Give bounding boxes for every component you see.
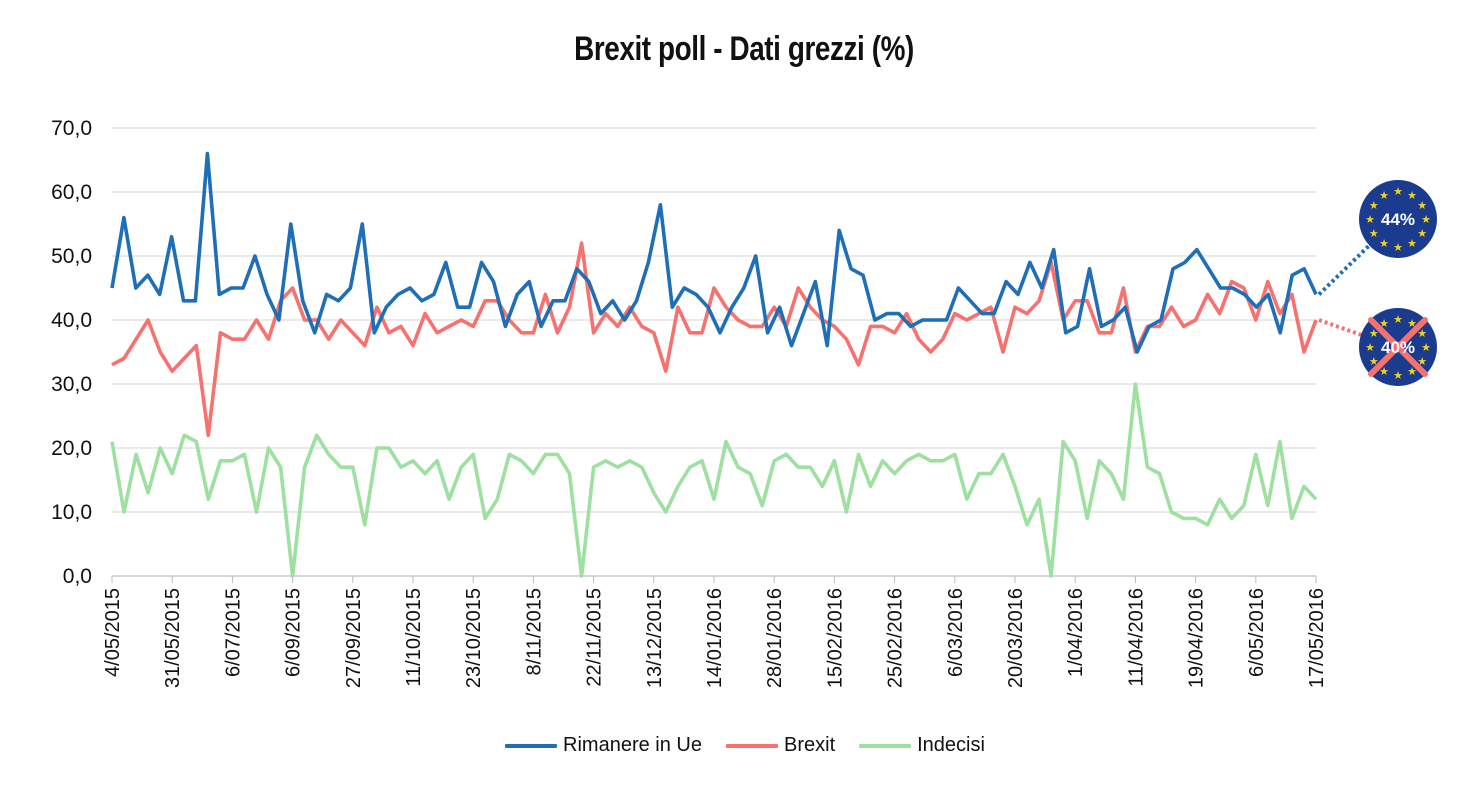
legend-label: Brexit <box>784 734 836 756</box>
x-tick-label: 27/09/2015 <box>343 588 365 688</box>
legend-label: Indecisi <box>917 734 985 756</box>
y-tick-label: 70,0 <box>51 117 92 140</box>
series-line-indecisi <box>110 382 1318 578</box>
y-tick-label: 40,0 <box>51 309 92 332</box>
badge-label: 44% <box>1381 210 1415 229</box>
y-tick-label: 10,0 <box>51 501 92 524</box>
star-icon: ★ <box>1417 227 1427 240</box>
x-tick-label: 15/02/2016 <box>824 588 846 688</box>
legend-item: Rimanere in Ue <box>505 734 702 757</box>
star-icon: ★ <box>1407 365 1417 378</box>
x-tick-label: 6/07/2015 <box>222 588 244 677</box>
x-tick-label: 20/03/2016 <box>1005 588 1027 688</box>
star-icon: ★ <box>1407 317 1417 330</box>
x-tick-label: 14/01/2016 <box>704 588 726 688</box>
star-icon: ★ <box>1379 365 1389 378</box>
legend-label: Rimanere in Ue <box>563 734 702 756</box>
x-tick-label: 4/05/2015 <box>102 588 124 677</box>
x-tick-label: 11/04/2016 <box>1125 588 1147 687</box>
star-icon: ★ <box>1421 341 1431 354</box>
star-icon: ★ <box>1417 327 1427 340</box>
x-tick-label: 11/10/2015 <box>403 588 425 687</box>
x-tick-label: 1/04/2016 <box>1065 588 1087 677</box>
x-tick-label: 6/09/2015 <box>283 588 305 677</box>
star-icon: ★ <box>1393 241 1403 254</box>
y-tick-label: 30,0 <box>51 373 92 396</box>
star-icon: ★ <box>1407 237 1417 250</box>
x-tick-label: 23/10/2015 <box>463 588 485 688</box>
x-tick-label: 13/12/2015 <box>644 588 666 688</box>
x-tick-label: 6/03/2016 <box>945 588 967 677</box>
eu-flag-crossed-icon: ★★★★★★★★★ ★ ★★40% <box>1359 308 1437 386</box>
x-tick-label: 6/05/2016 <box>1246 588 1268 677</box>
series-line-rimanere-in-ue <box>110 151 1318 354</box>
cross-stroke <box>1368 317 1428 377</box>
star-icon: ★ <box>1393 369 1403 382</box>
star-icon: ★ <box>1393 313 1403 326</box>
y-tick-label: 60,0 <box>51 181 92 204</box>
legend-item: Brexit <box>726 734 835 757</box>
star-icon: ★ <box>1369 227 1379 240</box>
star-icon: ★ <box>1417 355 1427 368</box>
annotation-connector <box>1317 243 1372 296</box>
star-icon: ★ <box>1369 199 1379 212</box>
star-icon: ★ <box>1365 213 1375 226</box>
series-lines <box>110 151 1318 578</box>
x-tick-label: 25/02/2016 <box>885 588 907 688</box>
badge-circle <box>1359 180 1437 258</box>
star-icon: ★ <box>1369 355 1379 368</box>
x-tick-label: 31/05/2015 <box>162 588 184 688</box>
legend-swatch <box>859 743 912 748</box>
star-icon: ★ <box>1369 327 1379 340</box>
star-icon: ★ <box>1421 213 1431 226</box>
star-icon: ★ <box>1417 199 1427 212</box>
annotation-connector <box>1318 318 1363 338</box>
star-icon: ★ <box>1407 189 1417 202</box>
legend-item: Indecisi <box>859 734 985 757</box>
star-icon: ★ <box>1393 185 1403 198</box>
legend-swatch <box>726 743 778 748</box>
chart-title: Brexit poll - Dati grezzi (%) <box>574 30 914 68</box>
y-tick-label: 50,0 <box>51 245 92 268</box>
y-tick-label: 0,0 <box>63 565 92 588</box>
x-tick-label: 17/05/2016 <box>1306 588 1328 688</box>
star-icon: ★ <box>1379 237 1389 250</box>
star-icon: ★ <box>1379 189 1389 202</box>
y-axis-ticks: 0,0 10,0 20,0 30,0 40,0 50,0 60,0 70,0 <box>51 117 92 588</box>
x-axis-ticks: 4/05/2015 31/05/2015 6/07/2015 6/09/2015 27/… <box>102 576 1328 688</box>
x-tick-label: 8/11/2015 <box>523 588 545 676</box>
legend-swatch <box>505 743 558 748</box>
y-tick-label: 20,0 <box>51 437 92 460</box>
eu-flag-icon: ★★★★★★★★★ ★ ★★44% <box>1359 180 1437 258</box>
star-icon: ★ <box>1379 317 1389 330</box>
badge-label: 40% <box>1381 338 1415 357</box>
star-icon: ★ <box>1365 341 1375 354</box>
x-tick-label: 22/11/2015 <box>584 588 606 687</box>
legend: Rimanere in Ue Brexit Indecisi <box>0 734 1472 757</box>
x-tick-label: 19/04/2016 <box>1186 588 1208 688</box>
x-tick-label: 28/01/2016 <box>764 588 786 688</box>
annotations: ★★★★★★★★★ ★ ★★44%★★★★★★★★★ ★ ★★40% <box>1317 180 1437 386</box>
